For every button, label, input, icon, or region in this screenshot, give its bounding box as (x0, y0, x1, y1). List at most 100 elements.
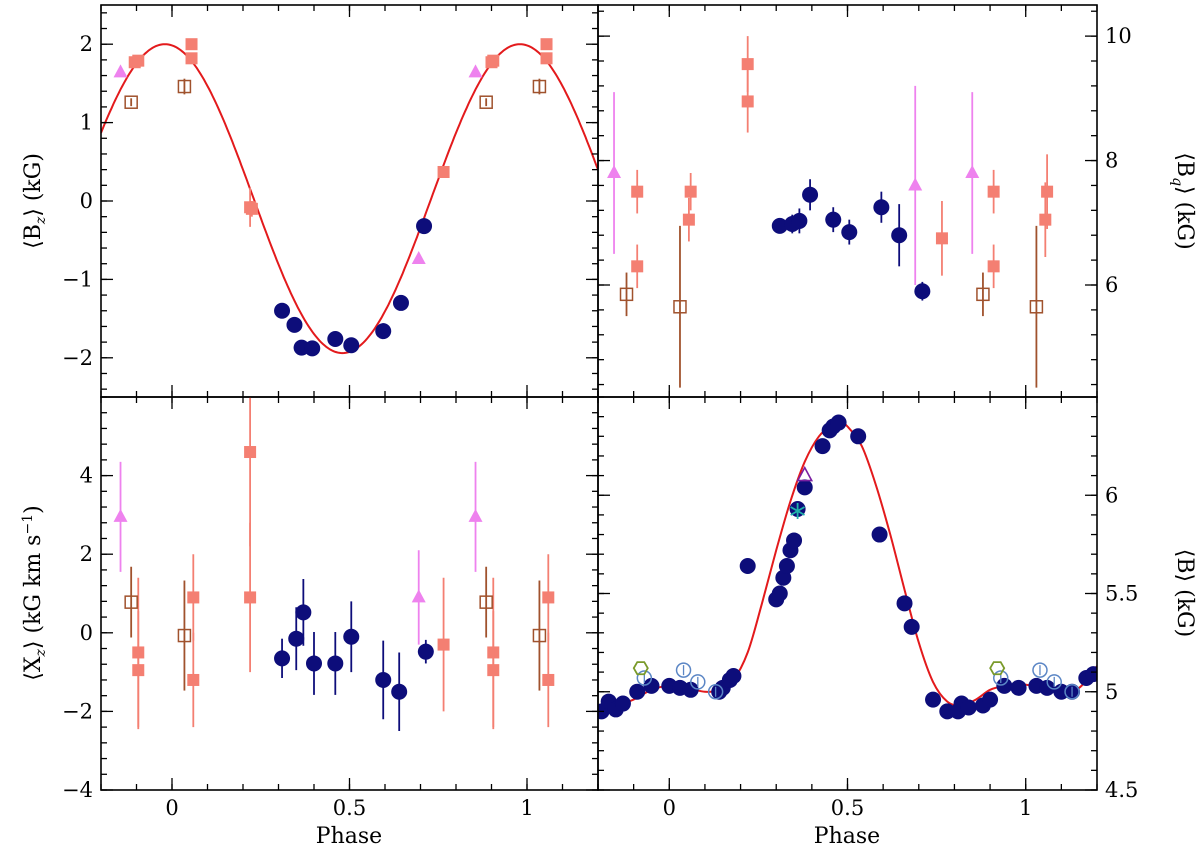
filled-circle-point (925, 691, 942, 708)
y-tick-label: −2 (62, 699, 93, 723)
y-tick-label: 5 (1105, 680, 1118, 704)
open-square-point (532, 628, 547, 643)
filled-circle-point (802, 186, 819, 203)
filled-circle-point (896, 595, 913, 612)
filled-square-point (935, 232, 948, 245)
filled-circle-point (643, 677, 660, 694)
open-square-point (124, 595, 138, 609)
panel-xz: 0 0.5 1 −4 −2 0 2 4 ⟨Xz⟩ (kG km s−1) Phase (20, 396, 599, 849)
filled-circle-point (343, 337, 360, 354)
triangle-point (411, 251, 426, 265)
filled-circle-point (725, 668, 742, 685)
filled-circle-point (416, 218, 433, 235)
open-circle-point (993, 670, 1009, 686)
open-square-point (976, 287, 990, 302)
filled-circle-point (1039, 679, 1056, 696)
x-tick-label: 1 (1019, 796, 1032, 820)
filled-circle-point (830, 414, 847, 431)
open-square-point (1029, 300, 1044, 314)
filled-circle-point (786, 532, 803, 549)
filled-square-point (187, 591, 200, 604)
filled-circle-point (629, 683, 646, 700)
x-axis-label: Phase (316, 824, 382, 849)
y-tick-label: 0 (80, 189, 93, 213)
open-square-point (619, 287, 634, 302)
open-square-point (177, 628, 192, 643)
triangle-point (908, 177, 923, 191)
y-tick-label: −4 (62, 778, 93, 802)
open-circle-point (1046, 674, 1062, 690)
filled-square-point (741, 95, 754, 108)
filled-circle-point (274, 302, 291, 319)
panel-bz: −2 −1 0 1 2 ⟨Bz⟩ (kG) (21, 4, 599, 398)
filled-square-point (631, 260, 644, 273)
filled-square-point (540, 52, 553, 65)
x-tick-label: 1 (520, 796, 533, 820)
filled-square-point (132, 54, 145, 67)
filled-circle-point (288, 630, 305, 647)
triangle-point (965, 165, 980, 178)
filled-square-point (132, 664, 145, 677)
filled-circle-point (903, 618, 920, 635)
filled-circle-point (891, 227, 908, 244)
open-square-point (479, 595, 493, 609)
filled-circle-point (392, 294, 409, 311)
open-circle-point (1032, 662, 1048, 678)
filled-circle-point (343, 628, 360, 645)
y-tick-label: 4.5 (1105, 778, 1138, 802)
y-tick-label: 2 (80, 542, 93, 566)
open-square-point (177, 79, 192, 94)
open-triangle-point (796, 465, 814, 482)
filled-circle-point (778, 557, 795, 574)
open-circle-point (690, 674, 706, 690)
triangle-point (468, 508, 483, 522)
y-tick-label: 6 (1105, 273, 1118, 297)
filled-circle-point (391, 683, 408, 700)
filled-circle-point (304, 340, 321, 357)
x-tick-label: 0 (165, 796, 178, 820)
y-axis-label: ⟨Bz⟩ (kG) (21, 153, 49, 249)
triangle-point (468, 64, 483, 78)
x-tick-label: 0.5 (831, 796, 864, 820)
hexagon-point (989, 661, 1006, 676)
panel-bmod: 0 0.5 1 4.5 5 5.5 6 ⟨B⟩ (kG) Phase (597, 396, 1197, 849)
hexagon-point (632, 661, 649, 676)
y-axis-label: ⟨B⟩ (kG) (1172, 549, 1197, 637)
y-tick-label: 6 (1105, 483, 1118, 507)
y-tick-label: 8 (1105, 149, 1118, 173)
filled-square-point (244, 591, 257, 604)
filled-square-point (542, 591, 555, 604)
y-tick-label: 5.5 (1105, 582, 1138, 606)
filled-square-point (542, 673, 555, 686)
filled-circle-point (375, 671, 392, 688)
triangle-point (113, 508, 128, 522)
filled-circle-point (996, 677, 1013, 694)
filled-square-point (631, 185, 644, 198)
panel-frame (597, 396, 1098, 791)
filled-square-point (245, 202, 258, 215)
filled-circle-point (682, 681, 699, 698)
filled-square-point (987, 260, 1000, 273)
y-tick-label: 0 (80, 621, 93, 645)
open-square-point (479, 95, 493, 109)
filled-circle-point (1010, 679, 1027, 696)
filled-circle-point (841, 224, 858, 241)
filled-circle-point (871, 526, 888, 543)
x-axis-label: Phase (814, 824, 880, 849)
triangle-point (113, 64, 128, 78)
y-tick-label: 1 (80, 111, 93, 135)
panel-bq: 6 8 10 ⟨Bq⟩ (kG) (597, 4, 1197, 398)
fit-curve (101, 43, 598, 355)
open-circle-point (636, 670, 653, 686)
y-tick-label: −2 (62, 346, 93, 370)
filled-circle-point (417, 643, 434, 660)
filled-circle-point (771, 585, 788, 602)
filled-square-point (741, 58, 754, 71)
filled-circle-point (982, 691, 999, 708)
filled-square-point (684, 185, 697, 198)
filled-square-point (540, 38, 553, 51)
filled-circle-point (825, 211, 842, 228)
filled-circle-point (796, 479, 813, 496)
y-tick-label: −1 (62, 267, 93, 291)
